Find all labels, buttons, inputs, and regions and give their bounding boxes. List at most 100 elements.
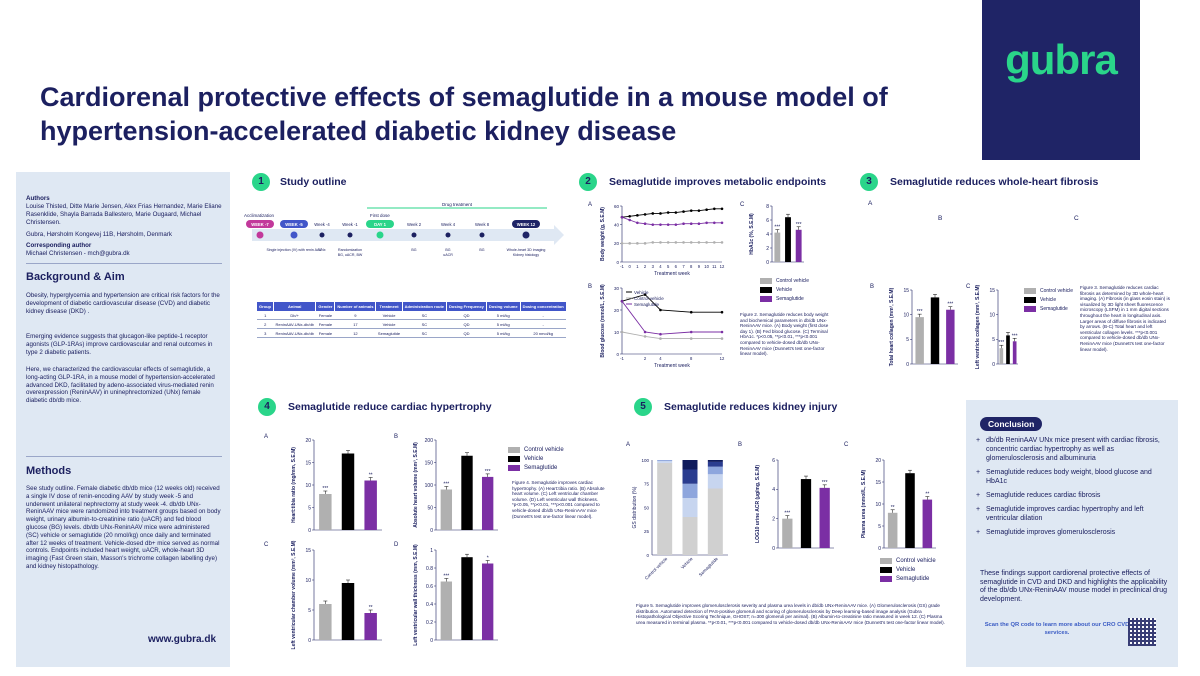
bar xyxy=(364,613,377,640)
timeline-node-badge xyxy=(366,220,394,228)
table-cell: 5 ml/kg xyxy=(486,328,521,338)
table-cell: 9 xyxy=(334,311,376,320)
conclusion-badge: Conclusion xyxy=(980,417,1043,431)
legend-swatch xyxy=(508,447,520,453)
logo-text: gubra xyxy=(1005,36,1118,83)
chart-2b-blood-glucose: 0 10 20 30 -1 2 4 8 12 Treatment week Blood glucos… xyxy=(588,284,725,369)
panel-letter: D xyxy=(394,542,399,548)
data-point xyxy=(713,221,716,225)
timeline-node xyxy=(522,231,530,239)
group-table: Group Animal Gender Number of animals Treatm… xyxy=(257,302,567,338)
timeline-node-badge xyxy=(246,220,274,228)
table-header-cell: Dosing concentration xyxy=(520,302,567,311)
stacked-segment xyxy=(682,517,698,555)
data-point xyxy=(643,242,647,245)
y-tick-label: 0 xyxy=(906,362,909,368)
data-point xyxy=(689,337,693,340)
significance-label: *** xyxy=(947,302,953,308)
table-cell: Female xyxy=(315,319,335,329)
y-axis-label: GS distribution (%) xyxy=(632,486,638,528)
significance-label: ** xyxy=(369,605,373,611)
table-header-cell: Group xyxy=(257,302,274,311)
legend-swatch xyxy=(760,296,772,302)
y-axis-label: Left ventricular wall thickness (mm, S.E… xyxy=(413,544,419,646)
qr-caption: Scan the QR code to learn more about our… xyxy=(984,622,1130,636)
data-point xyxy=(713,207,716,211)
y-tick-label: 1 xyxy=(430,548,433,554)
timeline-note: BG xyxy=(479,248,484,252)
data-point xyxy=(643,213,647,216)
table-cell: QD xyxy=(446,311,487,320)
significance-label: *** xyxy=(1012,333,1018,339)
qr-code[interactable] xyxy=(1128,618,1156,646)
bar xyxy=(364,480,377,530)
timeline-note: Kidney histology xyxy=(513,253,539,257)
timeline-arrow xyxy=(252,225,564,245)
y-axis-label: Left ventricle collagen (mm³, S.E.M) xyxy=(975,284,981,369)
bar xyxy=(481,563,494,640)
group-table-body: 1 Db/+ Female 9 Vehicle SC QD 5 ml/kg -2 ReninAAV… xyxy=(257,311,567,338)
y-tick-label: 6 xyxy=(772,458,775,464)
table-header-cell: Dosing Frequency xyxy=(446,302,487,311)
background-paragraph-3: Here, we characterized the cardiovascula… xyxy=(26,366,215,405)
table-cell: ReninAAV-UNx-db/db xyxy=(273,328,316,338)
data-point xyxy=(689,330,693,334)
panel-letter: B xyxy=(738,442,742,448)
y-tick-label: 5 xyxy=(308,608,311,614)
conclusion-item: Semaglutide reduces body weight, blood g… xyxy=(972,468,1172,486)
data-point xyxy=(689,222,693,226)
x-tick-label: 11 xyxy=(712,264,717,269)
y-tick-label: 0 xyxy=(646,553,649,558)
y-tick-label: 2 xyxy=(766,246,769,252)
timeline-note: uACR xyxy=(443,253,453,257)
stacked-segment xyxy=(707,461,723,467)
timeline-node-label: Week 4 xyxy=(441,222,456,227)
timeline-svg: Drug treatment Acclimatization First dos… xyxy=(244,202,564,257)
legend-swatch xyxy=(1024,306,1036,312)
y-tick-label: 25 xyxy=(644,529,650,534)
methods-heading: Methods xyxy=(26,465,72,477)
gubra-url-link[interactable]: www.gubra.dk xyxy=(148,634,216,645)
figure-2-caption: Figure 2. Semaglutide reduces body weigh… xyxy=(740,312,829,357)
bar xyxy=(915,317,924,364)
x-tick-label: 10 xyxy=(704,264,709,269)
table-cell: 2 xyxy=(257,319,274,329)
x-tick-label: 1 xyxy=(636,264,639,269)
legend-swatch xyxy=(880,576,892,582)
legend-fig4: Control vehicle Vehicle Semaglutide xyxy=(508,447,564,474)
legend-label: Control vehicle xyxy=(634,296,664,301)
chart-4b-heart-volume: 0 50 100 150 200 Absolute heart volume (mm³, … xyxy=(394,434,498,534)
table-cell: Vehicle xyxy=(375,319,403,329)
section-4-title: Semaglutide reduce cardiac hypertrophy xyxy=(288,401,492,413)
legend-label: Semaglutide xyxy=(776,296,804,302)
timeline-node-label: WEEK -7 xyxy=(251,222,269,227)
stacked-segment xyxy=(682,469,698,484)
divider xyxy=(26,263,222,264)
table-cell: 5 ml/kg xyxy=(486,311,521,320)
x-tick-label: 4 xyxy=(659,356,662,361)
section-1-title: Study outline xyxy=(280,176,347,188)
x-tick-label: 3 xyxy=(652,264,655,269)
figure-4-caption: Figure 4. Semaglutide improves cardiac h… xyxy=(512,480,605,519)
data-point xyxy=(628,218,631,222)
bar xyxy=(795,229,802,262)
significance-label: *** xyxy=(322,486,328,492)
gubra-logo: gubra xyxy=(982,0,1140,160)
acclimatization-label: Acclimatization xyxy=(244,213,275,218)
y-tick-label: 4 xyxy=(772,487,775,493)
table-cell: SC xyxy=(402,328,447,338)
significance-label: *** xyxy=(443,482,449,488)
panel-letter: C xyxy=(844,442,849,448)
data-point xyxy=(720,221,724,225)
data-point xyxy=(720,310,724,314)
data-point xyxy=(697,241,701,244)
table-row: 1 Db/+ Female 9 Vehicle SC QD 5 ml/kg - xyxy=(257,311,567,320)
chart-4d-lv-wall: 0 0.2 0.4 0.6 0.8 1 Left ventricular wall thic… xyxy=(394,542,498,646)
legend-label: Control vehicle xyxy=(1040,288,1074,294)
legend-swatch xyxy=(880,558,892,564)
conclusion-summary: These findings support cardiorenal prote… xyxy=(980,570,1168,603)
y-tick-label: 100 xyxy=(425,483,434,489)
chart-3c-lv-collagen: 0 5 10 15 Left ventricle collagen (mm³, S.E.… xyxy=(966,284,1018,369)
data-point xyxy=(659,332,662,336)
